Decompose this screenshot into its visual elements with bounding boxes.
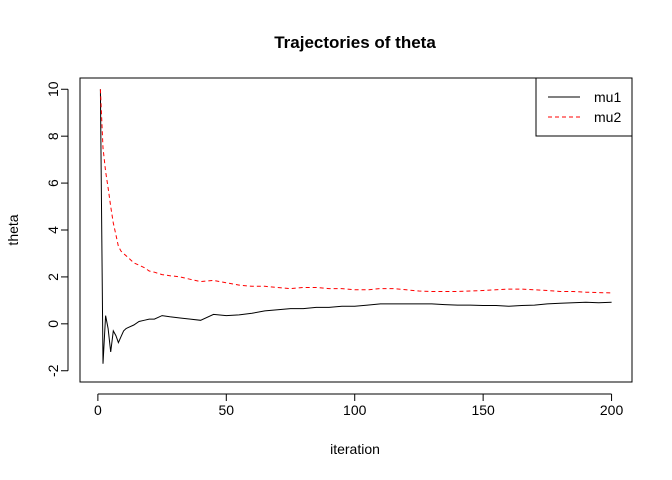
x-tick-label: 200 [600, 402, 624, 418]
plot-frame [79, 77, 633, 383]
y-tick-label: -2 [45, 364, 61, 377]
legend-box [535, 77, 633, 137]
x-tick-label: 150 [471, 402, 495, 418]
series-layer [99, 89, 612, 364]
y-tick-label: 2 [45, 273, 61, 281]
chart-title: Trajectories of theta [274, 33, 436, 52]
x-tick-label: 100 [343, 402, 367, 418]
x-tick-label: 0 [94, 402, 102, 418]
x-axis-label: iteration [330, 441, 380, 457]
legend-label-mu2: mu2 [594, 109, 621, 125]
series-line-mu1 [99, 89, 612, 364]
y-axis-label: theta [5, 214, 21, 245]
y-tick-label: 0 [45, 320, 61, 328]
y-tick-label: 10 [45, 81, 61, 97]
y-tick-label: 4 [45, 226, 61, 234]
series-line-mu2 [99, 89, 612, 294]
legend-label-mu1: mu1 [594, 89, 621, 105]
x-tick-label: 50 [219, 402, 235, 418]
x-axis: 0 50 100 150 200 [94, 393, 624, 418]
y-axis: -2 0 2 4 6 8 10 [45, 81, 69, 377]
y-tick-label: 8 [45, 132, 61, 140]
y-tick-label: 6 [45, 179, 61, 187]
